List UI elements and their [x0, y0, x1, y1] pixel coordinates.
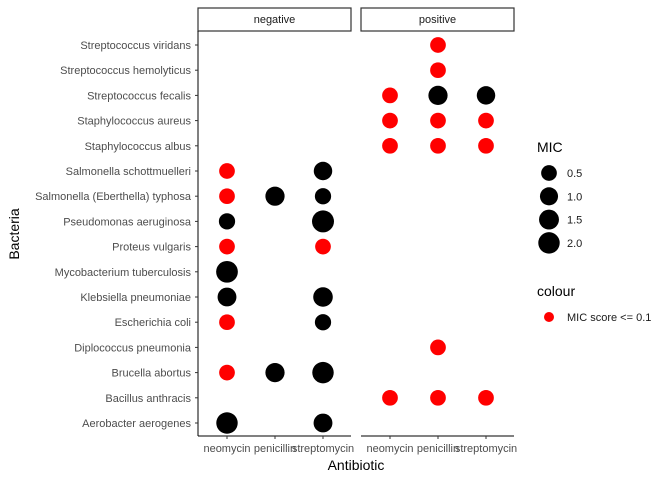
point-salmonella-eberthella-typhosa-penicillin: [265, 186, 285, 206]
point-proteus-vulgaris-streptomycin: [315, 238, 331, 255]
size-legend-label: 2.0: [567, 238, 582, 250]
y-tick-label: Aerobacter aerogenes: [82, 418, 191, 430]
size-legend-label: 0.5: [567, 168, 582, 180]
point-escherichia-coli-streptomycin: [314, 314, 332, 331]
point-salmonella-schottmuelleri-neomycin: [219, 163, 235, 179]
size-legend-key: [538, 232, 560, 254]
point-staphylococcus-albus-neomycin: [382, 137, 398, 154]
data-points: [216, 37, 496, 434]
point-proteus-vulgaris-neomycin: [219, 238, 235, 255]
y-tick-label: Diplococcus pneumonia: [74, 342, 192, 354]
y-tick-label: Staphylococcus albus: [85, 141, 192, 153]
y-tick-label: Proteus vulgaris: [112, 242, 191, 254]
y-tick-label: Klebsiella pneumoniae: [80, 292, 191, 304]
point-bacillus-anthracis-penicillin: [430, 389, 446, 406]
y-tick-label: Pseudomonas aeruginosa: [63, 216, 192, 228]
y-axis: Aerobacter aerogenes Bacillus anthracis Br…: [35, 31, 199, 436]
x-tick-label: penicillin: [417, 443, 459, 455]
x-tick-label: streptomycin: [292, 443, 354, 455]
colour-legend-key: [544, 312, 554, 322]
point-aerobacter-aerogenes-streptomycin: [313, 413, 333, 433]
facet-strip-positive: [360, 7, 515, 32]
point-bacillus-anthracis-neomycin: [382, 389, 398, 406]
point-klebsiella-pneumoniae-streptomycin: [313, 287, 333, 307]
point-mycobacterium-tuberculosis-neomycin: [216, 260, 238, 283]
x-tick-label: neomycin: [203, 443, 250, 455]
point-bacillus-anthracis-streptomycin: [478, 389, 494, 406]
colour-legend-title: colour: [537, 283, 575, 299]
point-streptococcus-fecalis-streptomycin: [476, 86, 496, 105]
point-salmonella-eberthella-typhosa-streptomycin: [314, 188, 332, 205]
point-pseudomonas-aeruginosa-streptomycin: [312, 210, 334, 233]
y-tick-label: Streptococcus fecalis: [87, 90, 191, 102]
x-tick-label: streptomycin: [455, 443, 517, 455]
y-tick-label: Salmonella schottmuelleri: [66, 166, 191, 178]
x-tick-label: penicillin: [254, 443, 296, 455]
size-legend-key: [539, 209, 559, 230]
y-tick-label: Brucella abortus: [112, 368, 192, 380]
point-brucella-abortus-penicillin: [265, 362, 285, 383]
size-legend-title: MIC: [537, 139, 563, 155]
colour-legend-keys: MIC score <= 0.1: [544, 312, 651, 324]
y-tick-label: Streptococcus hemolyticus: [60, 65, 191, 77]
point-pseudomonas-aeruginosa-neomycin: [218, 213, 236, 230]
colour-legend-label: MIC score <= 0.1: [567, 312, 651, 324]
point-streptococcus-viridans-penicillin: [430, 37, 446, 53]
x-axis-title: Antibiotic: [328, 457, 385, 473]
point-staphylococcus-albus-streptomycin: [478, 137, 494, 154]
size-legend-key: [539, 187, 559, 206]
point-brucella-abortus-streptomycin: [312, 361, 334, 384]
point-salmonella-eberthella-typhosa-neomycin: [219, 188, 235, 205]
point-streptococcus-fecalis-penicillin: [428, 85, 448, 106]
y-tick-label: Escherichia coli: [115, 317, 191, 329]
point-streptococcus-fecalis-neomycin: [382, 87, 398, 104]
point-staphylococcus-aureus-penicillin: [430, 112, 446, 129]
y-axis-title: Bacteria: [6, 208, 22, 260]
size-legend-key: [541, 165, 557, 181]
legend: MIC 0.5 1.0 1.5 2.0 colour MIC score <= 0.1: [537, 139, 651, 324]
facet-strip-negative: [197, 7, 352, 32]
point-staphylococcus-albus-penicillin: [430, 137, 446, 154]
point-salmonella-schottmuelleri-streptomycin: [313, 161, 333, 181]
y-tick-label: Staphylococcus aureus: [77, 116, 191, 128]
point-escherichia-coli-neomycin: [219, 314, 235, 331]
point-diplococcus-pneumonia-penicillin: [430, 339, 446, 356]
point-aerobacter-aerogenes-neomycin: [216, 412, 238, 434]
y-tick-label: Streptococcus viridans: [80, 40, 191, 52]
y-tick-label: Mycobacterium tuberculosis: [55, 267, 192, 279]
facet-label-positive: positive: [419, 14, 456, 26]
point-streptococcus-hemolyticus-penicillin: [430, 62, 446, 79]
size-legend-label: 1.5: [567, 215, 582, 227]
point-staphylococcus-aureus-streptomycin: [478, 112, 494, 129]
y-tick-label: Bacillus anthracis: [105, 393, 191, 405]
point-brucella-abortus-neomycin: [219, 364, 235, 381]
facet-strips: negative positive: [197, 7, 515, 32]
size-legend-keys: 0.5 1.0 1.5 2.0: [538, 165, 582, 254]
facet-label-negative: negative: [254, 14, 296, 26]
y-tick-label: Salmonella (Eberthella) typhosa: [35, 191, 192, 203]
size-legend-label: 1.0: [567, 191, 582, 203]
point-klebsiella-pneumoniae-neomycin: [217, 287, 237, 307]
x-tick-label: neomycin: [366, 443, 413, 455]
point-staphylococcus-aureus-neomycin: [382, 112, 398, 129]
